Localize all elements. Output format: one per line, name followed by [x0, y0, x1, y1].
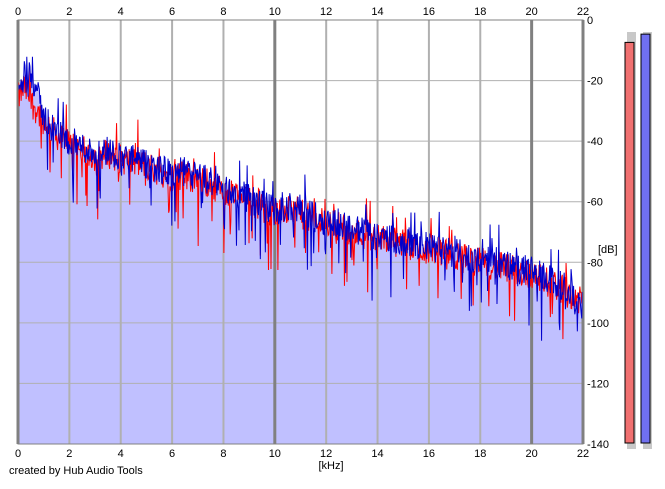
series-line-1	[17, 56, 584, 341]
y-tick-label: -60	[587, 197, 603, 209]
x-tick-label-top: 22	[577, 6, 589, 18]
x-tick-label-bottom: 2	[66, 448, 72, 460]
x-tick-label-top: 16	[423, 6, 435, 18]
y-tick-label: -80	[587, 257, 603, 269]
x-tick-label-top: 6	[169, 6, 175, 18]
x-tick-label-bottom: 6	[169, 448, 175, 460]
level-meter-0	[624, 41, 635, 444]
x-tick-label-bottom: 20	[526, 448, 538, 460]
y-tick-label: -120	[587, 378, 609, 390]
x-tick-label-bottom: 8	[220, 448, 226, 460]
x-tick-label-top: 2	[66, 6, 72, 18]
x-tick-label-top: 10	[269, 6, 281, 18]
x-tick-label-top: 12	[320, 6, 332, 18]
x-tick-label-bottom: 4	[118, 448, 124, 460]
x-tick-label-top: 8	[220, 6, 226, 18]
level-meter-1	[640, 33, 651, 444]
credit-text: created by Hub Audio Tools	[9, 465, 143, 477]
x-tick-label-bottom: 18	[474, 448, 486, 460]
y-tick-label: -40	[587, 136, 603, 148]
x-tick-label-bottom: 16	[423, 448, 435, 460]
x-tick-label-bottom: 10	[269, 448, 281, 460]
x-tick-label-top: 20	[526, 6, 538, 18]
y-tick-label: -140	[587, 439, 609, 451]
x-axis-label: [kHz]	[318, 460, 343, 472]
series-line-0	[17, 67, 584, 340]
y-tick-label: 0	[587, 15, 593, 27]
x-tick-label-bottom: 0	[15, 448, 21, 460]
x-tick-label-top: 14	[371, 6, 383, 18]
x-tick-label-top: 18	[474, 6, 486, 18]
plot-border	[17, 19, 584, 445]
x-tick-label-top: 0	[15, 6, 21, 18]
x-tick-label-bottom: 12	[320, 448, 332, 460]
x-tick-label-bottom: 22	[577, 448, 589, 460]
y-tick-label: -100	[587, 318, 609, 330]
x-tick-label-top: 4	[118, 6, 124, 18]
y-axis-label: [dB]	[598, 244, 618, 256]
y-tick-label: -20	[587, 76, 603, 88]
x-tick-label-bottom: 14	[371, 448, 383, 460]
